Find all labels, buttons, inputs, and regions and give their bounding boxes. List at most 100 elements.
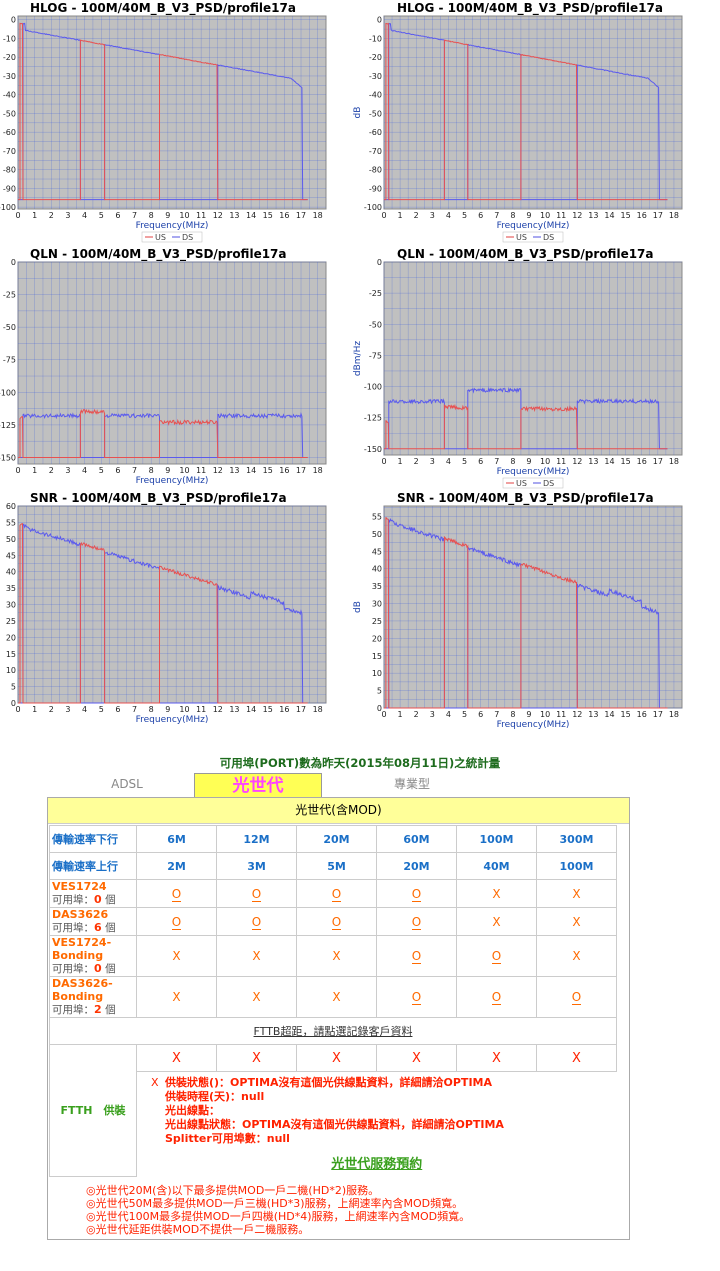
- hlog-chart-left: HLOG - 100M/40M_B_V3_PSD/profile17a 0 1 2 3 4…: [0, 0, 350, 245]
- y-axis-label: dB: [353, 601, 363, 613]
- y-tick-label: 0: [11, 699, 16, 708]
- x-axis-label: Frequency(MHz): [136, 476, 209, 486]
- y-tick-label: -75: [369, 351, 382, 360]
- x-tick-label: 6: [478, 211, 483, 220]
- fttb-link[interactable]: FTTB超距，請點選記錄客戶資料: [253, 1025, 413, 1038]
- x-tick-label: 17: [653, 710, 663, 719]
- tab-adsl[interactable]: ADSL: [111, 777, 143, 791]
- downstream-speed: 300M: [536, 825, 617, 853]
- avail-label: 可用埠：: [52, 894, 94, 906]
- x-tick-label: 7: [132, 466, 137, 475]
- downstream-speed: 100M: [456, 825, 537, 853]
- x-tick-label: 13: [588, 710, 598, 719]
- x-tick-label: 1: [32, 211, 37, 220]
- x-tick-label: 13: [229, 211, 239, 220]
- qln-chart-right: QLN - 100M/40M_B_V3_PSD/profile17a 0 1 2 3 4 5…: [352, 246, 712, 491]
- x-tick-label: 5: [462, 211, 467, 220]
- avail-unit: 個: [105, 1004, 116, 1016]
- y-tick-label: -125: [364, 414, 382, 423]
- x-tick-label: 17: [296, 705, 306, 714]
- x-tick-label: 18: [313, 705, 323, 714]
- x-tick-label: 12: [572, 211, 582, 220]
- note-line: ◎光世代100M最多提供MOD一戶四機(HD*4)服務，上網速率內含MOD頻寬。: [86, 1210, 471, 1223]
- y-tick-label: 45: [6, 551, 16, 560]
- us-series: [384, 403, 668, 450]
- ftth-mark: X: [492, 1050, 501, 1066]
- avail-unit: 個: [105, 894, 116, 906]
- x-tick-label: 3: [430, 710, 435, 719]
- snr-chart-left: SNR - 100M/40M_B_V3_PSD/profile17a 0 1 2 3 4 5…: [0, 490, 350, 725]
- x-tick-label: 10: [540, 211, 550, 220]
- ftth-info: X 供裝狀態()：OPTIMA沒有這個光供線點資料，詳細請洽OPTIMA 供裝時…: [137, 1072, 617, 1177]
- availability-mark: X: [572, 949, 581, 963]
- y-tick-label: 35: [6, 584, 16, 593]
- y-tick-label: -100: [0, 388, 16, 397]
- y-tick-label: -100: [364, 383, 382, 392]
- x-tick-label: 0: [15, 466, 20, 475]
- x-tick-label: 15: [263, 211, 273, 220]
- availability-mark: X: [572, 914, 581, 929]
- upstream-speed: 20M: [376, 852, 457, 880]
- y-tick-label: 50: [372, 530, 382, 539]
- x-tick-label: 4: [446, 211, 451, 220]
- chart-title: HLOG - 100M/40M_B_V3_PSD/profile17a: [30, 1, 296, 15]
- snr-chart-right: SNR - 100M/40M_B_V3_PSD/profile17a 0 1 2 3 4 5…: [352, 490, 712, 730]
- availability-mark: O: [411, 886, 422, 902]
- y-tick-label: 0: [377, 16, 382, 25]
- availability-mark: O: [491, 949, 502, 964]
- avail-count: 0: [94, 962, 102, 975]
- avail-label: 可用埠：: [52, 922, 94, 934]
- availability-mark: X: [252, 949, 261, 963]
- availability-mark: O: [411, 949, 422, 964]
- y-tick-label: 45: [372, 547, 382, 556]
- device-cell: VES1724 可用埠：0 個: [49, 879, 137, 908]
- y-tick-label: -40: [369, 91, 382, 100]
- x-tick-label: 5: [462, 457, 467, 466]
- x-axis-label: Frequency(MHz): [497, 720, 570, 730]
- y-tick-label: -70: [3, 147, 16, 156]
- y-tick-label: -50: [369, 320, 382, 329]
- ftth-outlet-status-line: 光出線點狀態：OPTIMA沒有這個光供線點資料，詳細請洽OPTIMA: [165, 1118, 504, 1131]
- legend-ds: DS: [543, 479, 554, 488]
- y-tick-label: 60: [6, 502, 16, 511]
- x-tick-label: 13: [588, 211, 598, 220]
- tab-pro[interactable]: 專業型: [393, 777, 430, 791]
- speed-table: 傳輸速率下行 6M 12M 20M 60M 100M 300M 傳輸速率上行 2…: [49, 825, 617, 1177]
- upstream-label: 傳輸速率上行: [49, 852, 137, 880]
- tab-fiber[interactable]: 光世代: [194, 773, 322, 798]
- x-tick-label: 9: [165, 211, 170, 220]
- x-tick-label: 8: [149, 466, 154, 475]
- device-cell: VES1724-Bonding 可用埠：0 個: [49, 935, 137, 977]
- x-tick-label: 11: [196, 211, 206, 220]
- y-tick-label: -150: [0, 453, 16, 462]
- y-tick-label: 20: [6, 633, 16, 642]
- x-tick-label: 12: [572, 710, 582, 719]
- y-tick-label: 35: [372, 582, 382, 591]
- x-tick-label: 0: [381, 710, 386, 719]
- downstream-speed: 20M: [296, 825, 377, 853]
- availability-mark: O: [251, 886, 262, 902]
- x-tick-label: 10: [540, 457, 550, 466]
- chart-title: SNR - 100M/40M_B_V3_PSD/profile17a: [30, 491, 287, 505]
- y-tick-label: -40: [3, 91, 16, 100]
- avail-count: 0: [94, 893, 102, 906]
- avail-count: 6: [94, 921, 102, 934]
- ds-series: [18, 412, 308, 458]
- x-tick-label: 16: [279, 705, 289, 714]
- x-tick-label: 4: [82, 705, 87, 714]
- x-tick-label: 9: [165, 705, 170, 714]
- y-tick-label: 15: [6, 650, 16, 659]
- y-tick-label: 50: [6, 535, 16, 544]
- y-tick-label: -50: [3, 323, 16, 332]
- x-tick-label: 10: [179, 705, 189, 714]
- service-reserve-link[interactable]: 光世代服務預約: [331, 1157, 423, 1172]
- x-tick-label: 14: [604, 710, 614, 719]
- availability-mark: X: [492, 886, 501, 901]
- x-tick-label: 8: [510, 710, 515, 719]
- chart-title: HLOG - 100M/40M_B_V3_PSD/profile17a: [397, 1, 663, 15]
- ftth-outlet-line: 光出線點：: [165, 1104, 220, 1117]
- x-tick-label: 10: [179, 211, 189, 220]
- x-tick-label: 4: [446, 710, 451, 719]
- table-row: FTTB超距，請點選記錄客戶資料: [49, 1017, 617, 1045]
- x-tick-label: 13: [229, 705, 239, 714]
